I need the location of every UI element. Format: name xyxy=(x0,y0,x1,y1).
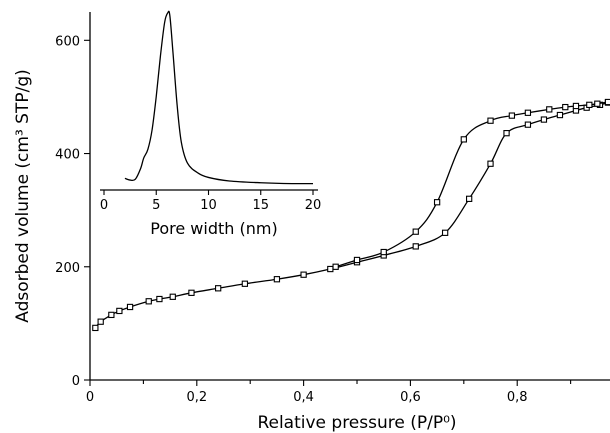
main-data-point xyxy=(487,160,494,167)
main-data-point xyxy=(465,195,473,202)
main-y-axis-label: Adsorbed volume (cm³ STP/g) xyxy=(13,69,33,323)
main-data-point xyxy=(97,318,104,325)
main-data-point xyxy=(524,121,532,128)
main-data-point xyxy=(487,117,494,124)
inset-x-tick-label: 0 xyxy=(100,198,108,213)
main-y-tick-label: 400 xyxy=(55,148,80,163)
main-data-point xyxy=(586,101,593,108)
main-data-point xyxy=(300,271,307,278)
inset-x-tick-label: 5 xyxy=(152,198,160,213)
main-data-point xyxy=(412,228,419,235)
main-data-point xyxy=(169,293,176,300)
inset-x-tick-label: 10 xyxy=(200,198,217,213)
main-y-ticks: 0 200 400 600 xyxy=(55,34,90,389)
main-data-point xyxy=(433,199,441,206)
main-x-tick-label: 0,6 xyxy=(400,390,421,405)
main-data-point xyxy=(594,100,601,107)
main-data-point xyxy=(332,263,339,270)
main-data-point xyxy=(273,276,281,283)
inset-x-tick-label: 20 xyxy=(305,198,322,213)
main-data-point xyxy=(188,289,195,296)
main-data-point xyxy=(116,307,123,315)
main-series-line-1 xyxy=(335,101,609,268)
main-x-tick-label: 0,2 xyxy=(186,390,207,405)
main-data-point xyxy=(508,112,516,119)
main-data-point xyxy=(524,109,532,116)
main-x-ticks: 0 0,2 0,4 0,6 0,8 xyxy=(86,380,572,405)
main-x-tick-label: 0 xyxy=(86,390,94,405)
inset-x-ticks: 0 5 10 15 20 xyxy=(100,190,321,213)
main-x-tick-label: 0,8 xyxy=(507,390,528,405)
main-data-point xyxy=(126,303,134,311)
main-data-point xyxy=(108,311,115,319)
main-data-point xyxy=(327,265,334,273)
main-data-point xyxy=(503,130,510,137)
inset-x-tick-label: 15 xyxy=(252,198,269,213)
main-data-point xyxy=(156,295,163,303)
main-y-tick-label: 600 xyxy=(55,34,80,49)
main-data-point xyxy=(241,280,249,287)
main-data-point xyxy=(380,248,387,256)
main-data-point xyxy=(412,243,419,250)
main-data-point xyxy=(441,229,449,236)
main-series-line-0 xyxy=(94,101,609,329)
main-x-tick-label: 0,4 xyxy=(293,390,314,405)
main-data-point xyxy=(562,103,569,111)
main-data-point xyxy=(572,102,580,110)
main-data-point xyxy=(145,298,152,305)
main-data-point xyxy=(604,98,610,106)
main-data-point xyxy=(353,256,361,264)
inset-x-axis-label: Pore width (nm) xyxy=(150,219,277,238)
main-y-tick-label: 200 xyxy=(55,261,80,276)
main-series xyxy=(92,98,610,332)
main-data-point xyxy=(460,136,467,143)
main-data-point xyxy=(540,116,548,123)
main-x-axis-label: Relative pressure (P/P⁰) xyxy=(257,413,456,433)
inset-series-line-0 xyxy=(124,10,314,185)
main-data-point xyxy=(215,285,222,292)
main-data-point xyxy=(546,106,553,113)
main-data-point xyxy=(556,111,564,119)
main-y-tick-label: 0 xyxy=(72,374,80,389)
main-data-point xyxy=(92,324,99,332)
inset-series xyxy=(124,10,314,185)
